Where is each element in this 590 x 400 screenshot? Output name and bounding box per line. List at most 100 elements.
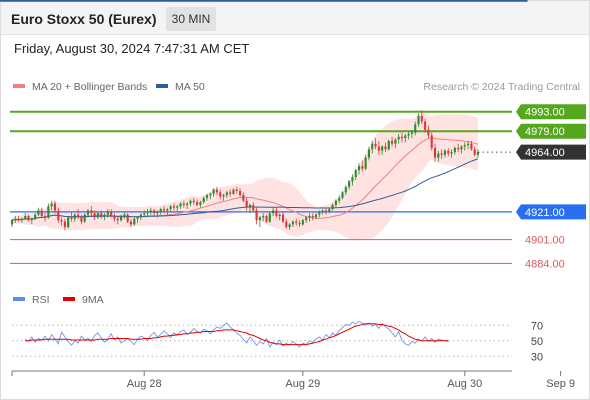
candle: [467, 140, 470, 150]
candle-body: [139, 214, 142, 218]
candle-body: [281, 214, 285, 222]
candle: [199, 200, 202, 208]
candle-body: [83, 214, 86, 222]
candle-body: [57, 210, 60, 221]
candle: [278, 213, 281, 221]
candle: [96, 211, 100, 219]
candle: [169, 204, 172, 212]
candle-body: [212, 189, 215, 194]
candle: [437, 150, 440, 162]
legend-swatch: [156, 84, 168, 88]
candle: [338, 195, 341, 204]
candle-body: [143, 213, 146, 215]
candle-body: [460, 146, 463, 150]
x-tick-label: Aug 29: [285, 378, 320, 390]
candle: [40, 207, 43, 218]
candle-body: [232, 189, 235, 194]
candle-body: [308, 216, 311, 218]
candle-body: [305, 217, 308, 221]
price-legend: MA 20 + Bollinger Bands MA 50: [13, 81, 205, 93]
candle-body: [60, 220, 63, 222]
candle: [262, 213, 265, 222]
candle: [331, 203, 334, 211]
candle: [291, 220, 294, 228]
candle-body: [295, 221, 298, 223]
candle-body: [40, 210, 43, 217]
rsi-ma-line: [25, 323, 449, 346]
candle-body: [371, 143, 374, 150]
candle-body: [136, 217, 139, 219]
candle: [20, 217, 23, 223]
candle: [311, 213, 314, 221]
candle: [129, 218, 133, 228]
candle: [473, 146, 476, 157]
candle: [324, 207, 328, 215]
candle: [367, 146, 371, 161]
candle-body: [110, 211, 113, 217]
candle: [123, 211, 126, 219]
candle: [463, 142, 466, 151]
candle: [83, 213, 86, 223]
candle-body: [453, 147, 456, 153]
candle-body: [189, 200, 192, 204]
candle-body: [225, 192, 228, 196]
candle-body: [179, 203, 182, 207]
candle: [440, 149, 443, 160]
candle-body: [176, 206, 179, 208]
candle-body: [77, 214, 80, 218]
projection-arrow: [0, 0, 528, 2]
legend-swatch: [63, 297, 75, 301]
candle: [63, 218, 66, 230]
candle: [196, 199, 199, 207]
candle-body: [196, 202, 199, 205]
candle-body: [291, 221, 294, 225]
candle-body: [338, 197, 341, 201]
rsi-pane: 70 50 30: [12, 320, 543, 363]
candle-body: [301, 220, 304, 225]
candle: [387, 139, 390, 151]
candle: [17, 216, 20, 222]
candle-body: [440, 153, 443, 155]
candle-body: [129, 221, 133, 225]
candle-body: [361, 165, 364, 169]
candle: [400, 132, 404, 143]
candle: [27, 214, 30, 222]
candle-body: [103, 214, 106, 217]
legend-entry: RSI: [32, 294, 50, 306]
candle-body: [318, 211, 321, 215]
candle: [232, 188, 235, 196]
candle: [298, 220, 301, 228]
candle-body: [334, 200, 337, 205]
candle: [305, 216, 308, 223]
candle: [457, 143, 460, 153]
price-tag-label: 4993.00: [525, 107, 565, 119]
candle: [73, 213, 76, 222]
candle-body: [354, 170, 357, 178]
candle-body: [50, 203, 53, 207]
candle: [377, 140, 380, 155]
candle-body: [314, 214, 318, 218]
candle-body: [205, 195, 209, 198]
price-tag-resistance: 4993.00: [516, 104, 586, 120]
candle: [238, 188, 242, 197]
candle: [139, 213, 142, 221]
candle-body: [437, 153, 440, 158]
candle: [100, 210, 103, 219]
candle: [182, 200, 185, 208]
candle-body: [182, 203, 185, 205]
candle: [390, 136, 394, 147]
candle-body: [153, 210, 156, 214]
candle-body: [450, 152, 453, 154]
timeframe-badge[interactable]: 30 MIN: [166, 7, 216, 31]
candle: [265, 214, 268, 223]
candle-body: [27, 216, 30, 221]
rsi-tick-label: 30: [531, 351, 543, 363]
candle: [136, 216, 139, 223]
candle: [205, 193, 209, 201]
price-tag-current: 4964.00: [516, 144, 586, 160]
candle-body: [63, 221, 66, 228]
candle: [67, 216, 70, 229]
candle-body: [328, 209, 331, 212]
candle-body: [159, 209, 162, 212]
